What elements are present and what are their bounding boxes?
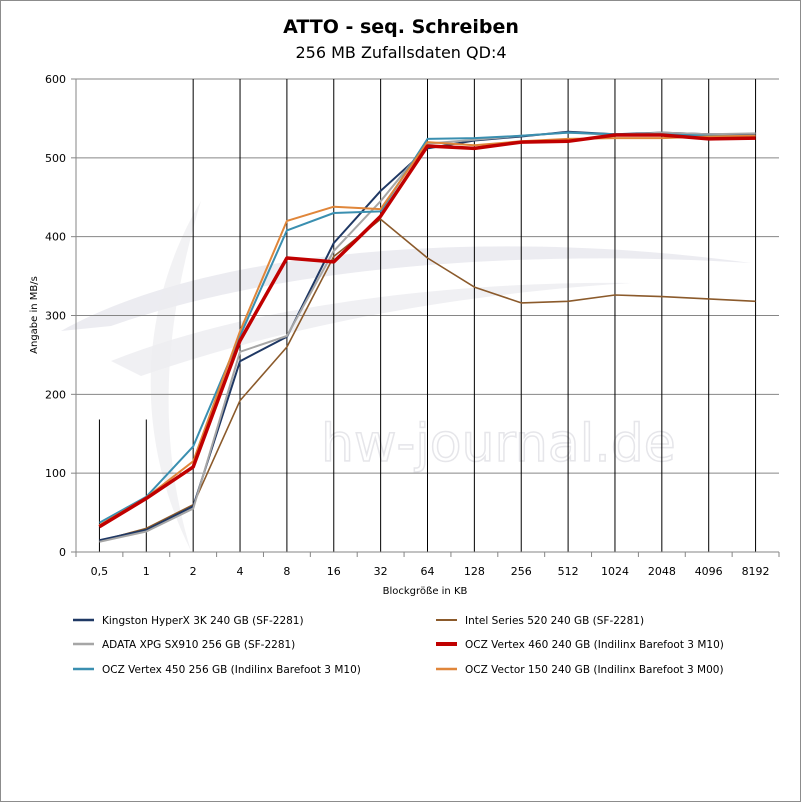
legend-entry: Kingston HyperX 3K 240 GB (SF-2281) — [102, 615, 304, 627]
x-tick-label: 16 — [327, 565, 341, 578]
y-tick-label: 600 — [45, 73, 66, 86]
grid — [76, 78, 779, 553]
x-tick-label: 64 — [421, 565, 435, 578]
legend-entry: Intel Series 520 240 GB (SF-2281) — [465, 615, 644, 627]
legend-entry: OCZ Vector 150 240 GB (Indilinx Barefoot… — [465, 664, 724, 676]
watermark-swoosh — [61, 201, 751, 551]
y-tick-label: 200 — [45, 388, 66, 401]
watermark-text: hw-journal.de — [321, 414, 676, 474]
x-tick-label: 128 — [464, 565, 485, 578]
legend-entry: ADATA XPG SX910 256 GB (SF-2281) — [102, 639, 295, 651]
legend-entry: OCZ Vertex 460 240 GB (Indilinx Barefoot… — [465, 639, 724, 651]
y-tick-label: 500 — [45, 152, 66, 165]
y-tick-label: 100 — [45, 467, 66, 480]
x-tick-label: 1024 — [601, 565, 629, 578]
series-line — [99, 218, 756, 542]
y-axis-label: Angabe in MB/s — [29, 276, 40, 354]
y-tick-label: 400 — [45, 231, 66, 244]
chart-title: ATTO - seq. Schreiben — [283, 16, 519, 38]
y-axis-ticks: 0 100 200 300 400 500 600 — [45, 73, 76, 559]
x-tick-label: 2 — [190, 565, 197, 578]
x-axis-ticks: 0,5 1 2 4 8 16 32 64 128 256 512 1024 2048 4096 8192 — [75, 552, 780, 578]
x-tick-label: 8 — [283, 565, 290, 578]
x-tick-label: 4096 — [695, 565, 723, 578]
legend-entry: OCZ Vertex 450 256 GB (Indilinx Barefoot… — [102, 664, 361, 676]
legend: Kingston HyperX 3K 240 GB (SF-2281) Intel… — [73, 615, 724, 676]
x-tick-label: 256 — [511, 565, 532, 578]
series-line — [98, 134, 756, 527]
series-lines — [98, 130, 756, 543]
y-tick-label: 0 — [59, 546, 66, 559]
x-tick-label: 0,5 — [91, 565, 109, 578]
series-line — [98, 133, 756, 529]
x-tick-label: 8192 — [742, 565, 770, 578]
y-tick-label: 300 — [45, 310, 66, 323]
chart-subtitle: 256 MB Zufallsdaten QD:4 — [295, 43, 506, 62]
x-tick-label: 512 — [558, 565, 579, 578]
x-axis-label: Blockgröße in KB — [383, 586, 468, 597]
axes — [75, 79, 779, 553]
x-tick-label: 1 — [143, 565, 150, 578]
x-tick-label: 32 — [374, 565, 388, 578]
x-tick-label: 2048 — [648, 565, 676, 578]
x-tick-label: 4 — [237, 565, 244, 578]
